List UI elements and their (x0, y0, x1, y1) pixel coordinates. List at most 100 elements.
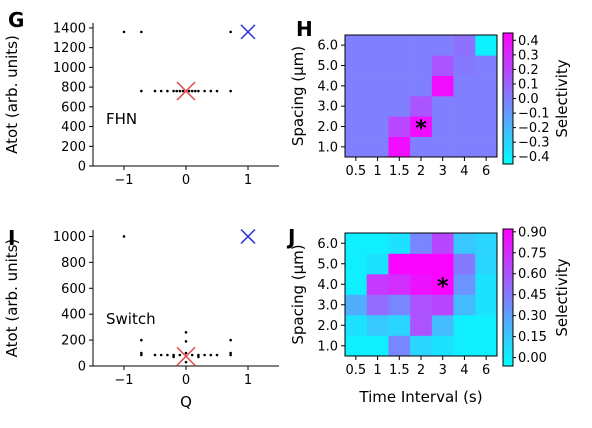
data-point (122, 235, 126, 238)
y-tick-label: 600 (61, 282, 86, 297)
heatmap-cell (388, 253, 411, 275)
x-tick-label: 2 (417, 164, 425, 179)
panel-letter: J (286, 225, 295, 249)
x-axis-label: Time Interval (s) (358, 388, 482, 406)
heatmap-cell (453, 233, 476, 254)
data-point (159, 353, 163, 357)
data-point (140, 30, 143, 34)
y-axis-label: Spacing (μm) (289, 244, 307, 344)
scatter-panel-I: I 0 200 400 600 800 1000 −1 0 1 Atot (arb. units) Q… (3, 226, 279, 411)
heatmap-cell (345, 55, 368, 76)
heatmap-cell (366, 315, 389, 336)
heatmap-cell (388, 274, 411, 295)
x-tick-label: 1 (244, 373, 252, 388)
data-point (175, 89, 178, 93)
heatmap-cell (453, 35, 476, 56)
y-tick-label: 800 (61, 256, 86, 271)
heatmap-cell (388, 116, 411, 137)
heatmap-cell (431, 75, 454, 97)
heatmap-cell (475, 96, 498, 117)
heatmap-cell (410, 253, 433, 275)
heatmap-cell (475, 136, 498, 158)
data-point (229, 89, 232, 93)
heatmap-cell (388, 96, 411, 117)
x-tick-label: 0.5 (346, 164, 367, 179)
data-point (229, 353, 232, 357)
data-point (153, 89, 157, 93)
heatmap-cell (366, 294, 389, 316)
heatmap-cell (366, 233, 389, 254)
heatmap-cell (345, 294, 368, 316)
panel-annotation: FHN (106, 110, 137, 128)
heatmap-cell (453, 335, 476, 357)
data-point (140, 338, 143, 342)
heatmap-cell (475, 335, 498, 357)
panel-letter: I (8, 226, 15, 250)
data-point (184, 340, 188, 343)
heatmap-cell (431, 233, 454, 254)
heatmap-cell (410, 96, 433, 117)
heatmap-cell (410, 335, 433, 357)
y-axis-label: Atot (arb. units) (3, 239, 21, 358)
heatmap-cell (366, 96, 389, 117)
data-point (184, 331, 188, 334)
data-point (181, 89, 185, 93)
y-tick-label: 200 (61, 334, 86, 349)
colorbar-label: Selectivity (553, 59, 571, 137)
heatmap-cell (431, 116, 454, 137)
colorbar-tick-label: 0.60 (518, 267, 547, 282)
x-tick-label: 3 (439, 363, 447, 378)
x-tick-label: 6 (482, 164, 490, 179)
heatmap-cell (475, 274, 498, 295)
y-tick-label: 5.0 (317, 59, 338, 74)
heatmap-cell (388, 136, 411, 158)
y-tick-label: 0 (78, 360, 86, 375)
panel-annotation: Switch (106, 310, 156, 328)
data-point (229, 338, 232, 342)
y-tick-label: 400 (61, 308, 86, 323)
heatmap-cell (431, 253, 454, 275)
x-tick-label: 0 (182, 373, 190, 388)
heatmap-cell (366, 136, 389, 158)
x-marker (240, 228, 256, 245)
y-tick-label: 600 (61, 100, 86, 115)
x-tick-label: 1 (244, 173, 252, 188)
data-point (140, 351, 143, 355)
heatmap-cell (366, 75, 389, 97)
data-point (172, 353, 175, 357)
heatmap-cell (453, 294, 476, 316)
data-point (172, 89, 175, 93)
heatmap-cell (345, 35, 368, 56)
star-marker: * (437, 274, 449, 299)
heatmap-cell (475, 35, 498, 56)
data-point (215, 89, 219, 93)
heatmap-cell (410, 294, 433, 316)
heatmap-cell (388, 335, 411, 357)
y-tick-label: 200 (61, 140, 86, 155)
heatmap-cell (453, 315, 476, 336)
x-axis-label: Q (180, 393, 192, 411)
heatmap-cell (431, 294, 454, 316)
colorbar-tick-label: 0.90 (518, 225, 547, 240)
scatter-panel-G: G 0 200 400 600 800 1000 1200 1400 −1 0 1 Atot (arb.… (3, 8, 279, 188)
heatmap-cell (410, 35, 433, 56)
heatmap-cell (388, 233, 411, 254)
data-point (197, 353, 200, 357)
colorbar-tick-label: −0.4 (518, 150, 550, 165)
heatmap-cell (345, 315, 368, 336)
heatmap-cell (366, 35, 389, 56)
data-point (190, 89, 194, 93)
y-tick-label: 4.0 (317, 278, 338, 293)
data-point (203, 89, 206, 93)
x-marker (176, 346, 196, 366)
colorbar-tick-label: 0.45 (518, 288, 547, 303)
heatmap-cell (453, 136, 476, 158)
x-tick-label: −1 (114, 373, 133, 388)
y-tick-label: 2.0 (317, 120, 338, 135)
heatmap-cell (345, 116, 368, 137)
heatmap-cell (475, 55, 498, 76)
data-point (229, 351, 232, 355)
heatmap-cell (475, 75, 498, 97)
heatmap-cell (345, 274, 368, 295)
